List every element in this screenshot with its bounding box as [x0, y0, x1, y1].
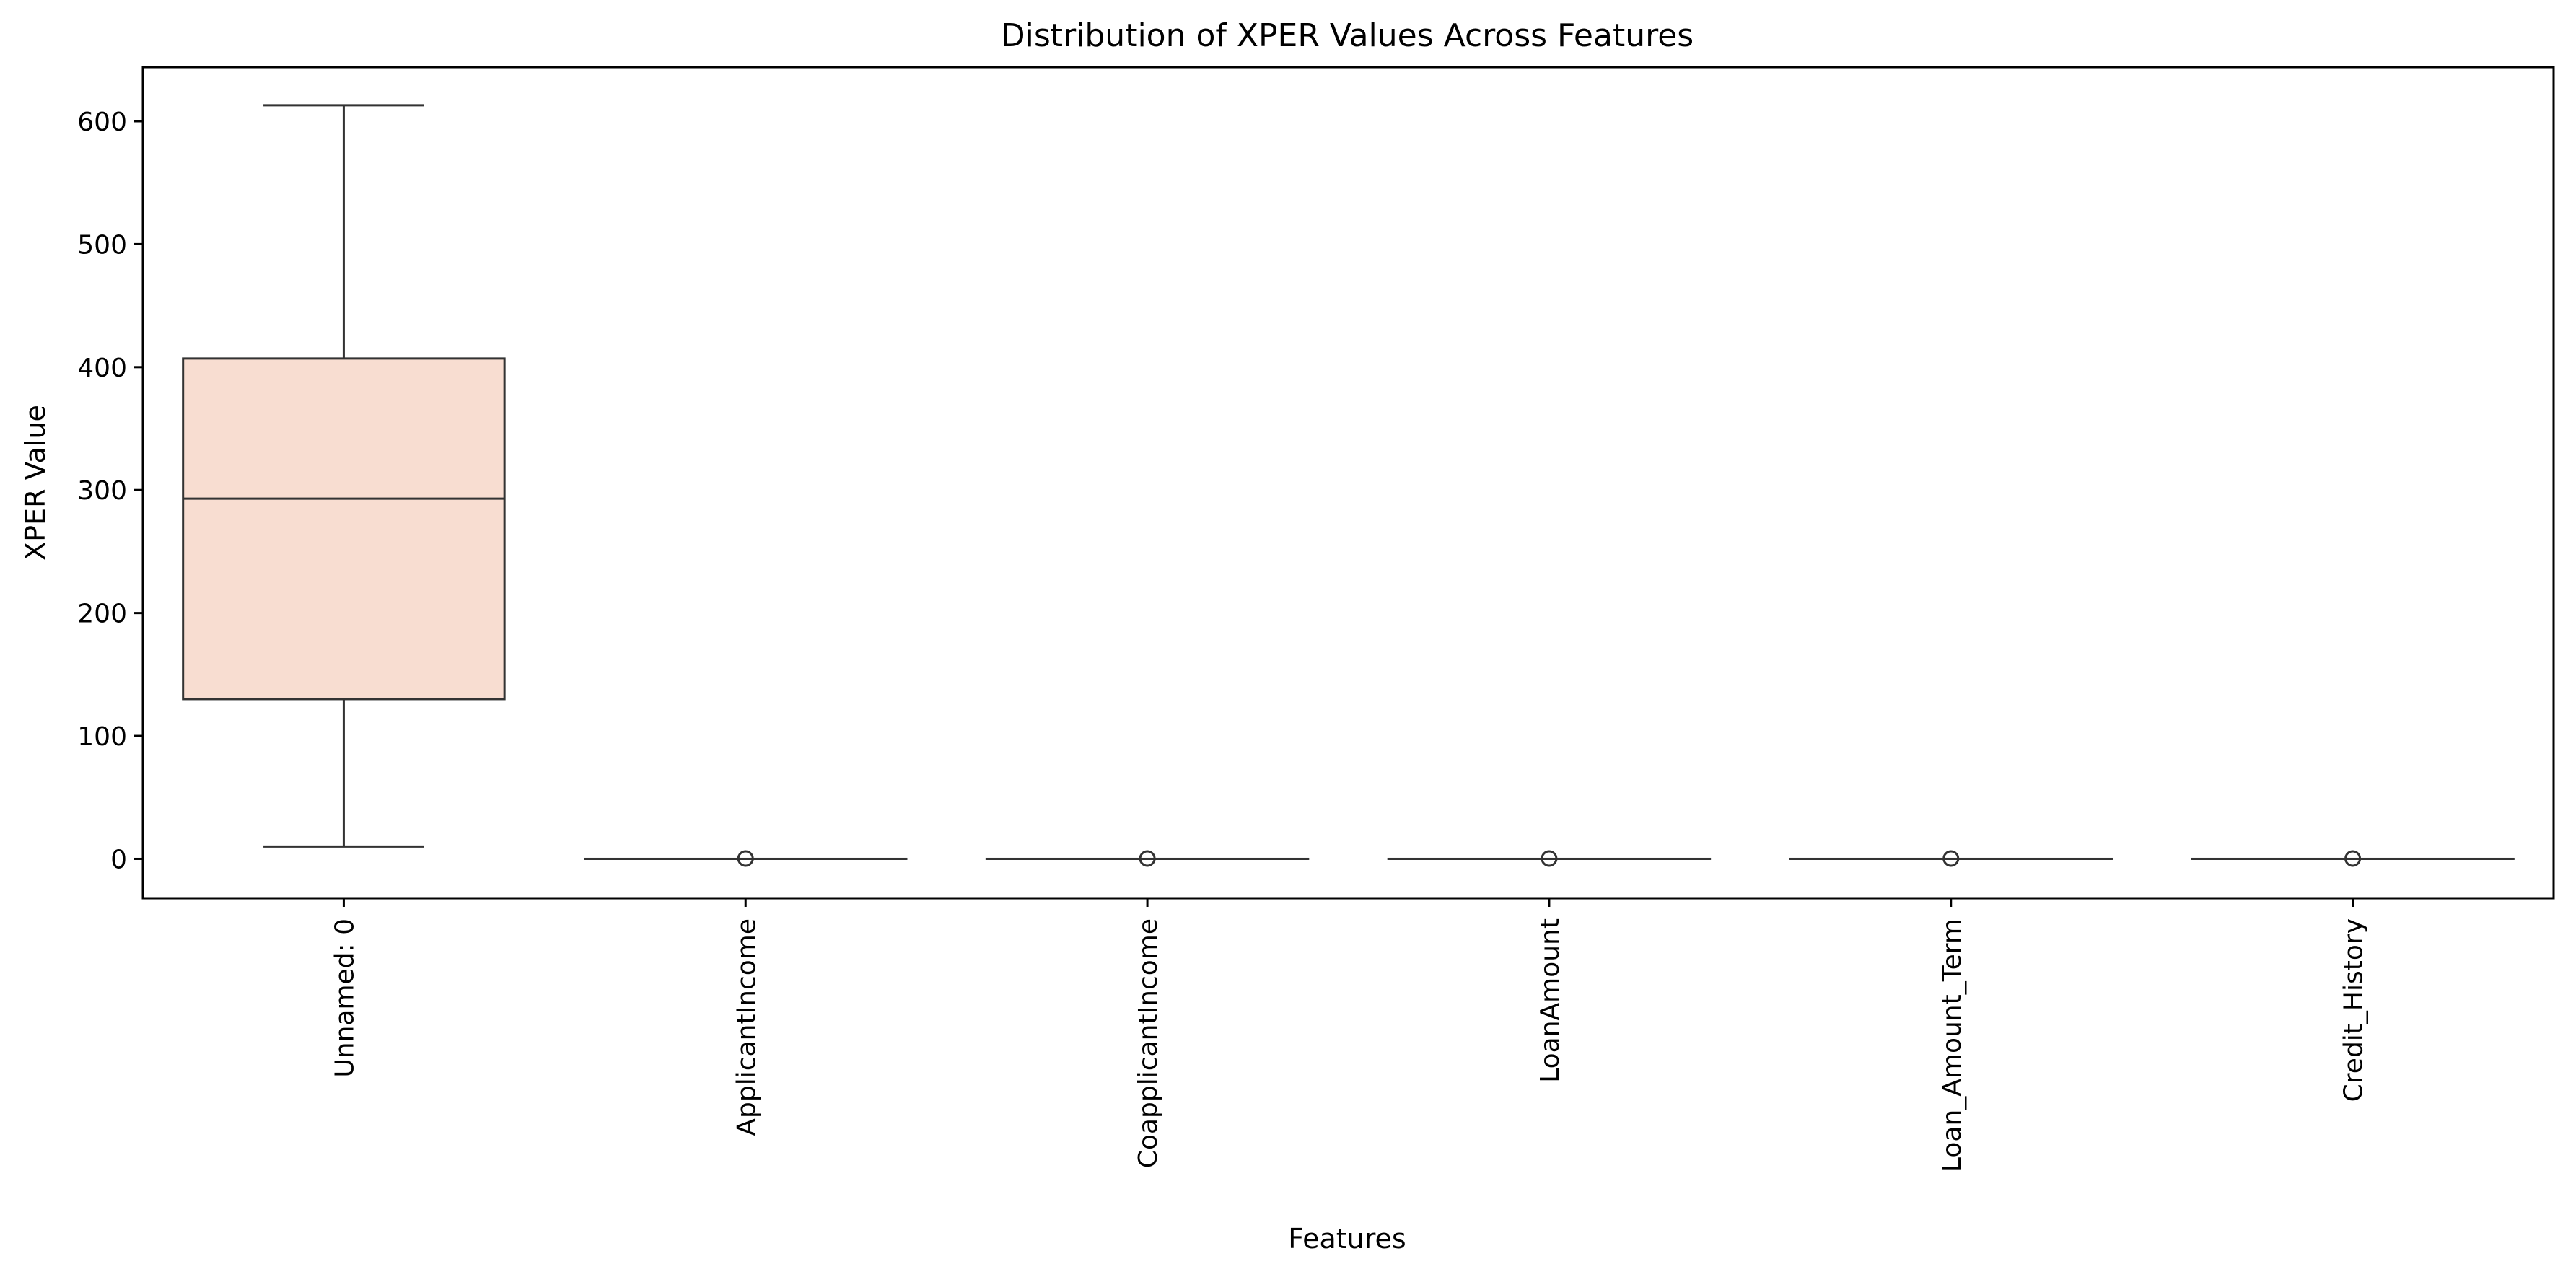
y-tick-label: 600	[77, 107, 127, 137]
x-tick-label: Credit_History	[2339, 918, 2369, 1102]
y-tick-label: 400	[77, 354, 127, 383]
x-tick-label: CoapplicantIncome	[1134, 918, 1163, 1168]
chart-title: Distribution of XPER Values Across Featu…	[1001, 17, 1694, 54]
box-4	[1789, 850, 2113, 867]
x-axis: Unnamed: 0 ApplicantIncome CoapplicantInco…	[330, 898, 2369, 1172]
x-tick-label: Loan_Amount_Term	[1937, 918, 1967, 1172]
box-5	[2191, 850, 2515, 867]
y-axis-label: XPER Value	[19, 405, 51, 561]
outlier-point	[1541, 850, 1558, 867]
x-tick-label: LoanAmount	[1535, 918, 1565, 1083]
box-body	[182, 357, 506, 701]
box-0	[182, 104, 506, 848]
outlier-point	[2344, 850, 2362, 867]
box-3	[1387, 850, 1712, 867]
y-axis: 0 100 200 300 400 500 600	[77, 107, 143, 874]
y-tick-label: 100	[77, 722, 127, 752]
box-1	[584, 850, 908, 867]
outlier-point	[1942, 850, 1960, 867]
plot-frame	[141, 66, 2555, 900]
plot-area	[182, 104, 2515, 867]
outlier-point	[737, 850, 754, 867]
y-tick-label: 500	[77, 230, 127, 260]
x-tick-label: ApplicantIncome	[732, 918, 761, 1136]
box-2	[985, 850, 1310, 867]
outlier-point	[1139, 850, 1156, 867]
x-axis-label: Features	[1288, 1223, 1406, 1255]
x-tick-label: Unnamed: 0	[330, 918, 359, 1078]
y-tick-label: 200	[77, 600, 127, 629]
y-tick-label: 300	[77, 476, 127, 506]
y-tick-label: 0	[110, 845, 127, 874]
